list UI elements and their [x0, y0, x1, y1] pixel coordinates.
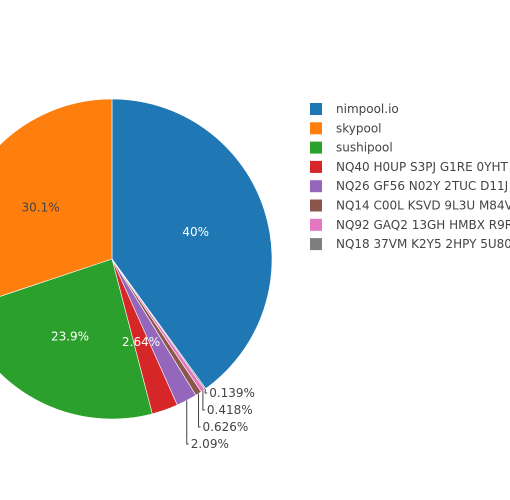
leader-line-nq14-c00l-ksvd-9l3u-m84v-4c [198, 393, 201, 428]
legend-swatch [310, 141, 322, 154]
leader-line-nq92-gaq2-13gh-hmbx-r9rq [202, 390, 205, 411]
legend-swatch [310, 238, 322, 251]
slice-label-nq92-gaq2-13gh-hmbx-r9rq: 0.418% [207, 403, 253, 417]
legend-swatch [310, 180, 322, 193]
legend-item-sushipool[interactable]: sushipool [310, 141, 393, 155]
legend: nimpool.io skypool sushipool NQ40 H0UP S3PJ… [310, 102, 510, 251]
leader-line-nq26-gf56-n02y-2tuc-d11j-tp [186, 400, 189, 445]
leader-line-nq18-37vm-k2y5-2hpy-5u80-2 [204, 389, 208, 394]
slice-label-skypool: 30.1% [22, 201, 60, 215]
legend-item-nq92-gaq2-13gh-hmbx-r9rq[interactable]: NQ92 GAQ2 13GH HMBX R9RQ [310, 218, 510, 232]
slice-label-nq40-h0up-s3pj-g1re-0yht-1v: 2.64% [122, 335, 160, 349]
legend-item-nq14-c00l-ksvd-9l3u-m84v-4c[interactable]: NQ14 C00L KSVD 9L3U M84V 4C [310, 199, 510, 213]
legend-swatch [310, 160, 322, 173]
pie-slice-skypool[interactable] [0, 98, 113, 310]
legend-item-nq40-h0up-s3pj-g1re-0yht-1v[interactable]: NQ40 H0UP S3PJ G1RE 0YHT 1V [310, 160, 510, 174]
slice-label-nq14-c00l-ksvd-9l3u-m84v-4c: 0.626% [203, 420, 249, 434]
pie-inside-labels: 40% 2.64% 23.9% 30.1% [22, 201, 210, 349]
pie-slice-nimpool-io[interactable] [111, 98, 273, 390]
legend-label: NQ92 GAQ2 13GH HMBX R9RQ [336, 218, 510, 232]
legend-label: NQ26 GF56 N02Y 2TUC D11J TP [336, 179, 510, 193]
pie-outside-labels: 0.139% 0.418% 0.626% 2.09% [186, 386, 255, 451]
legend-swatch [310, 199, 322, 212]
slice-label-nq26-gf56-n02y-2tuc-d11j-tp: 2.09% [191, 437, 229, 451]
legend-label: NQ18 37VM K2Y5 2HPY 5U80 2 [336, 237, 510, 251]
legend-swatch [310, 103, 322, 115]
slice-label-nimpool-io: 40% [182, 225, 209, 239]
legend-label: NQ14 C00L KSVD 9L3U M84V 4C [336, 199, 510, 213]
slice-label-sushipool: 23.9% [51, 329, 89, 343]
legend-item-skypool[interactable]: skypool [310, 121, 382, 135]
legend-label: NQ40 H0UP S3PJ G1RE 0YHT 1V [336, 160, 510, 174]
legend-item-nimpool-io[interactable]: nimpool.io [310, 102, 399, 116]
legend-label: skypool [336, 121, 382, 135]
legend-item-nq26-gf56-n02y-2tuc-d11j-tp[interactable]: NQ26 GF56 N02Y 2TUC D11J TP [310, 179, 510, 193]
legend-label: nimpool.io [336, 102, 399, 116]
pie-slice-sushipool[interactable] [0, 258, 153, 420]
legend-swatch [310, 218, 322, 231]
slice-label-nq18-37vm-k2y5-2hpy-5u80-2: 0.139% [209, 386, 255, 400]
pie-slices [0, 98, 273, 420]
legend-swatch [310, 122, 322, 135]
legend-label: sushipool [336, 141, 393, 155]
legend-item-nq18-37vm-k2y5-2hpy-5u80-2[interactable]: NQ18 37VM K2Y5 2HPY 5U80 2 [310, 237, 510, 251]
